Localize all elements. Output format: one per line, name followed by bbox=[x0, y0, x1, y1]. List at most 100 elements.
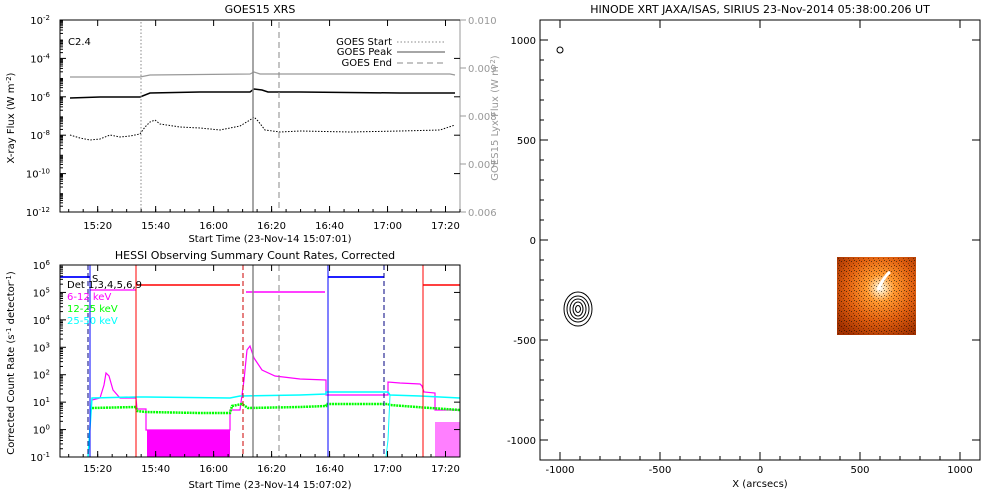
xrt-title: HINODE XRT JAXA/ISAS, SIRIUS 23-Nov-2014… bbox=[590, 3, 930, 16]
xrt-ytick-label: -500 bbox=[513, 336, 536, 347]
hessi-band-25-50-label: 25-50 keV bbox=[67, 316, 118, 327]
hessi-ytick-label: 10-1 bbox=[30, 451, 50, 464]
hessi-ytick-label: 106 bbox=[33, 259, 51, 272]
hessi-ylabel: Corrected Count Rate (s-1 detector-1) bbox=[5, 271, 17, 455]
goes-lyx-series bbox=[70, 71, 456, 78]
goes-x-ticks: 15:20 15:40 16:00 16:20 16:40 17:00 17:20 bbox=[68, 20, 461, 232]
xrt-ytick-label: 500 bbox=[517, 136, 536, 147]
xrt-y-ticks: 1000 500 0 -500 -1000 bbox=[507, 36, 980, 447]
legend-goes-peak: GOES Peak bbox=[337, 47, 392, 58]
goes-xtick-label: 16:40 bbox=[315, 221, 344, 232]
hessi-xtick-label: 17:00 bbox=[373, 464, 402, 475]
hessi-plot-frame bbox=[59, 264, 461, 458]
hessi-ytick-label: 103 bbox=[33, 341, 50, 354]
xrt-contour-3 bbox=[569, 298, 587, 320]
hessi-12-25kev-series bbox=[91, 402, 461, 415]
goes-y-ticks: 10-2 10-4 10-6 10-8 10-10 10-12 bbox=[26, 14, 460, 219]
xrt-contour-1 bbox=[563, 291, 593, 327]
xrt-contour-4 bbox=[572, 301, 584, 317]
hessi-6-12kev-fill-2 bbox=[435, 422, 460, 457]
goes-ytick-label: 10-12 bbox=[26, 206, 50, 219]
xrt-ytick-label: -1000 bbox=[507, 436, 536, 447]
hessi-xtick-label: 15:40 bbox=[141, 464, 170, 475]
goes-y2tick-label: 0.010 bbox=[468, 16, 497, 27]
hessi-xtick-label: 16:40 bbox=[315, 464, 344, 475]
hessi-s-label: S bbox=[92, 274, 98, 285]
hessi-25-50kev-gap-2 bbox=[385, 394, 391, 458]
goes-xtick-label: 15:40 bbox=[141, 221, 170, 232]
hessi-night-state bbox=[60, 265, 384, 457]
hessi-panel: HESSI Observing Summary Count Rates, Cor… bbox=[5, 249, 461, 491]
hessi-det-label: Det 1,3,4,5,6,9 bbox=[67, 280, 142, 291]
hessi-6-12kev-line bbox=[91, 344, 460, 431]
hessi-xtick-label: 15:20 bbox=[83, 464, 112, 475]
hessi-6-12kev-series bbox=[90, 289, 460, 457]
hessi-ytick-label: 104 bbox=[33, 314, 51, 327]
xrt-contours bbox=[563, 291, 593, 327]
goes-ytick-label: 10-10 bbox=[26, 168, 50, 181]
hessi-y-ticks: 106 105 104 103 102 101 100 10-1 bbox=[30, 259, 460, 464]
hessi-ytick-label: 102 bbox=[33, 369, 50, 382]
hessi-band-6-12-label: 6-12 keV bbox=[67, 292, 111, 303]
xrt-contour-5 bbox=[575, 305, 581, 313]
hessi-12-25kev-line bbox=[91, 402, 461, 415]
legend-goes-start: GOES Start bbox=[336, 37, 392, 48]
xrt-ytick-label: 1000 bbox=[511, 36, 536, 47]
goes-y2tick-label: 0.009 bbox=[468, 64, 497, 75]
hessi-title: HESSI Observing Summary Count Rates, Cor… bbox=[115, 249, 395, 262]
xrt-panel: HINODE XRT JAXA/ISAS, SIRIUS 23-Nov-2014… bbox=[507, 3, 981, 490]
hessi-ytick-label: 101 bbox=[33, 396, 50, 409]
goes-legend: GOES Start GOES Peak GOES End bbox=[336, 37, 445, 69]
hessi-25-50kev-line bbox=[87, 391, 461, 458]
goes-xtick-label: 16:20 bbox=[257, 221, 286, 232]
goes-ylabel: X-ray Flux (W m-2) bbox=[5, 72, 17, 163]
goes-short-series bbox=[69, 116, 456, 141]
goes-title: GOES15 XRS bbox=[225, 3, 296, 16]
hessi-flare-markers bbox=[87, 265, 385, 457]
xrt-small-circle bbox=[556, 46, 564, 54]
hessi-attenuator-state bbox=[135, 265, 460, 457]
goes-ytick-label: 10-2 bbox=[30, 14, 50, 27]
hessi-ytick-label: 105 bbox=[33, 286, 50, 299]
goes-y2tick-label: 0.008 bbox=[468, 112, 497, 123]
goes-class-label: C2.4 bbox=[68, 37, 91, 48]
goes-ytick-label: 10-4 bbox=[30, 52, 50, 65]
goes-plot-frame bbox=[59, 19, 461, 213]
xrt-bright-loop bbox=[876, 270, 891, 291]
goes-short-line bbox=[69, 116, 456, 141]
xrt-image bbox=[837, 257, 916, 335]
goes-panel: GOES15 XRS C2.4 GOES Start GOES Peak GOE… bbox=[5, 3, 501, 245]
hessi-xlabel: Start Time (23-Nov-14 15:07:02) bbox=[188, 480, 351, 491]
xrt-xtick-label: 0 bbox=[757, 465, 763, 476]
hessi-25-50kev-series bbox=[87, 391, 461, 458]
goes-y2tick-label: 0.007 bbox=[468, 160, 497, 171]
hessi-xtick-label: 16:20 bbox=[257, 464, 286, 475]
hessi-ytick-label: 100 bbox=[33, 424, 50, 437]
goes-xtick-label: 17:00 bbox=[373, 221, 402, 232]
goes-y2label: GOES15 Lyx Flux (W m-2) bbox=[489, 55, 501, 181]
goes-long-series bbox=[69, 88, 455, 99]
goes-ytick-label: 10-6 bbox=[30, 91, 50, 104]
legend-goes-end: GOES End bbox=[342, 58, 392, 69]
xrt-xtick-label: -500 bbox=[649, 465, 672, 476]
hessi-xtick-label: 17:20 bbox=[431, 464, 460, 475]
hessi-band-12-25-label: 12-25 keV bbox=[67, 304, 118, 315]
xrt-contour-2 bbox=[566, 295, 590, 323]
goes-ytick-label: 10-8 bbox=[30, 129, 50, 142]
goes-y2-ticks: 0.010 0.009 0.008 0.007 0.006 bbox=[460, 16, 497, 219]
goes-xtick-label: 16:00 bbox=[199, 221, 228, 232]
hessi-xtick-label: 16:00 bbox=[199, 464, 228, 475]
xrt-xtick-label: 500 bbox=[850, 465, 869, 476]
xrt-solar-image-noise bbox=[837, 257, 916, 335]
xrt-xtick-label: -1000 bbox=[545, 465, 574, 476]
goes-long-line bbox=[69, 88, 455, 99]
hessi-6-12kev-fill-1 bbox=[147, 430, 230, 457]
goes-lyx-line bbox=[70, 71, 456, 78]
xrt-ytick-label: 0 bbox=[530, 236, 536, 247]
xrt-xlabel: X (arcsecs) bbox=[732, 479, 788, 490]
xrt-x-ticks: -1000 -500 0 500 1000 bbox=[545, 20, 973, 476]
goes-xlabel: Start Time (23-Nov-14 15:07:01) bbox=[188, 234, 351, 245]
goes-xtick-label: 15:20 bbox=[83, 221, 112, 232]
hessi-x-ticks: 15:20 15:40 16:00 16:20 16:40 17:00 17:20 bbox=[68, 265, 461, 475]
